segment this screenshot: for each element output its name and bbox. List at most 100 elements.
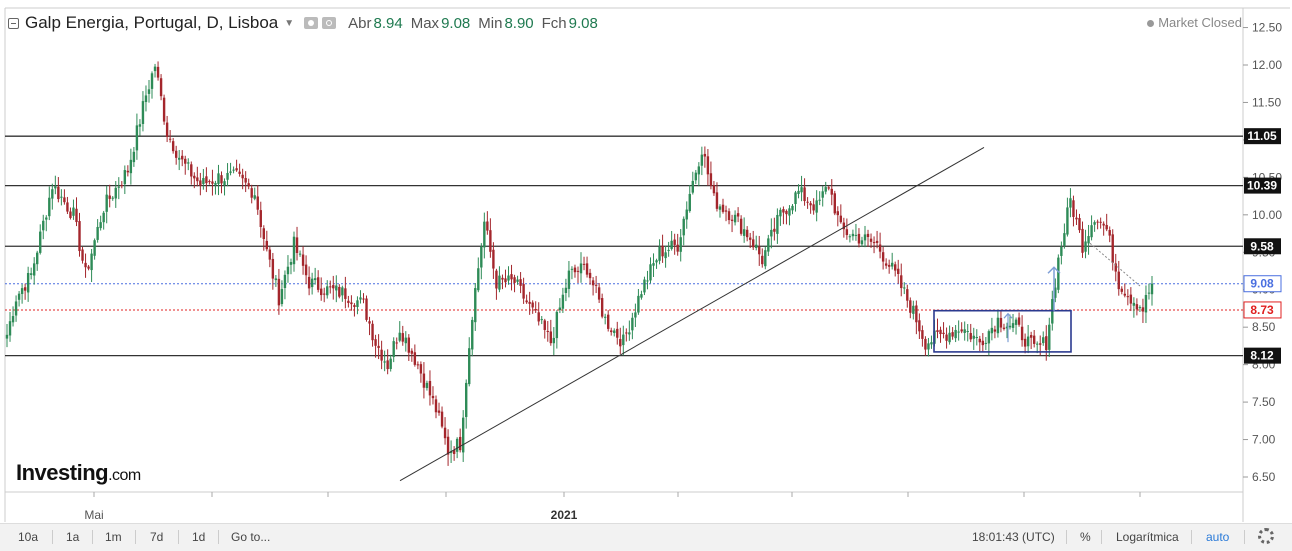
candle-body: [1014, 319, 1018, 325]
candle-body: [999, 317, 1003, 328]
candle-body: [824, 187, 827, 192]
candle-body: [1096, 221, 1099, 223]
candle-body: [425, 382, 429, 389]
candle-body: [368, 321, 371, 324]
candle-body: [168, 138, 172, 140]
candle-body: [903, 287, 906, 289]
candle-body: [446, 436, 450, 455]
candle-body: [616, 328, 619, 338]
candle-body: [918, 320, 921, 332]
candle-body: [854, 234, 858, 236]
candle-body: [48, 197, 51, 217]
candle-body: [208, 181, 211, 183]
candle-body: [486, 221, 489, 231]
range-1m-button[interactable]: 1m: [105, 530, 122, 544]
candle-body: [241, 174, 244, 179]
candle-body: [742, 229, 746, 236]
candle-body: [289, 262, 293, 265]
settings-icon[interactable]: [322, 17, 337, 29]
y-tick-label: 12.50: [1252, 21, 1282, 35]
candle-body: [362, 298, 365, 300]
high-label: Max: [410, 14, 440, 32]
candle-body: [987, 331, 991, 344]
candle-body: [658, 246, 661, 261]
candle-body: [694, 172, 698, 181]
candle-body: [915, 305, 918, 323]
candle-body: [431, 395, 435, 399]
current-price-tag-label: 9.08: [1250, 277, 1274, 291]
candle-body: [307, 276, 311, 289]
candle-body: [471, 319, 474, 350]
level-price-tag: [1244, 177, 1281, 194]
candle-body: [202, 178, 205, 185]
range-1y-button[interactable]: 1a: [66, 530, 80, 544]
candle-body: [555, 311, 559, 339]
candle-body: [809, 203, 812, 206]
candle-body: [1132, 302, 1136, 306]
candle-body: [830, 188, 833, 195]
collapse-icon[interactable]: [8, 17, 19, 29]
candle-body: [703, 153, 707, 157]
candle-body: [253, 195, 256, 199]
candle-body: [501, 277, 504, 280]
investing-logo: Investing.com: [16, 460, 141, 486]
candle-body: [75, 208, 78, 223]
candle-body: [498, 275, 501, 290]
eye-icon[interactable]: [304, 17, 319, 29]
range-10y-button[interactable]: 10a: [18, 530, 39, 544]
candle-body: [329, 286, 332, 288]
candle-body: [480, 246, 483, 268]
range-7d-button[interactable]: 7d: [150, 530, 164, 544]
candle-body: [365, 298, 368, 320]
candle-body: [323, 293, 326, 295]
close-label: Fch: [541, 14, 567, 32]
candle-body: [682, 218, 685, 236]
y-tick-label: 6.50: [1252, 470, 1276, 484]
projection-arrow: [1003, 266, 1061, 343]
chart-settings-gear-icon[interactable]: [1258, 528, 1274, 544]
goto-button[interactable]: Go to...: [231, 530, 271, 544]
candle-body: [196, 177, 199, 182]
candle-body: [960, 329, 963, 332]
log-scale-toggle[interactable]: Logarítmica: [1116, 530, 1179, 544]
candle-body: [791, 205, 794, 211]
candle-body: [389, 358, 392, 369]
candle-body: [628, 332, 631, 335]
candle-body: [492, 249, 495, 269]
candle-body: [29, 273, 33, 275]
candle-body: [313, 278, 317, 281]
candle-body: [1120, 288, 1123, 292]
candle-body: [712, 185, 716, 194]
candle-body: [108, 195, 111, 199]
candle-body: [274, 278, 278, 281]
candle-body: [773, 228, 776, 232]
price-chart[interactable]: 6.507.007.508.008.509.009.5010.0010.5011…: [0, 0, 1292, 523]
candle-body: [549, 331, 552, 344]
candle-body: [319, 288, 323, 296]
market-status-text: Market Closed: [1158, 15, 1242, 30]
candle-body: [655, 260, 658, 263]
candle-body: [229, 171, 232, 173]
candle-body: [54, 186, 57, 189]
auto-scale-toggle[interactable]: auto: [1206, 530, 1230, 544]
candle-body: [921, 330, 924, 339]
candle-body: [1147, 292, 1151, 294]
candle-body: [271, 258, 275, 279]
dropdown-caret-icon[interactable]: ▼: [284, 17, 295, 29]
candle-body: [667, 249, 670, 251]
candle-body: [211, 181, 214, 184]
candle-body: [335, 285, 338, 291]
range-1d-button[interactable]: 1d: [192, 530, 206, 544]
percent-toggle[interactable]: %: [1080, 530, 1091, 544]
candle-body: [117, 186, 120, 188]
candle-body: [924, 338, 927, 350]
close-value: 9.08: [568, 14, 598, 32]
candle-body: [540, 319, 543, 321]
candle-body: [1029, 335, 1033, 338]
candle-body: [244, 178, 247, 183]
candle-body: [845, 229, 849, 236]
candle-body: [90, 253, 93, 271]
candle-body: [23, 287, 27, 291]
candle-body: [11, 316, 15, 323]
candle-body: [930, 342, 933, 345]
